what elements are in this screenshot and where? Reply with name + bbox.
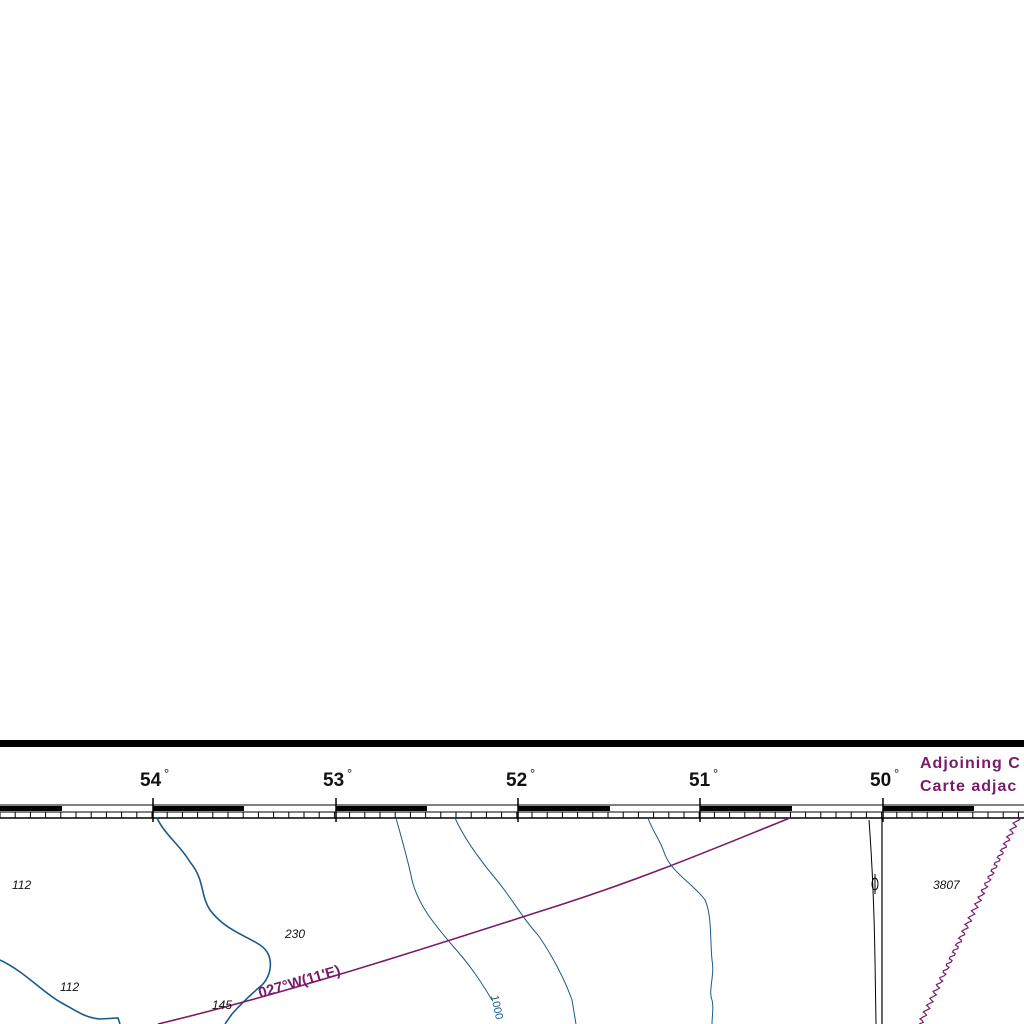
graduated-border: [0, 804, 1024, 819]
contour-3000m: [647, 817, 714, 1024]
contour-1000m: [395, 817, 493, 1001]
adjoining-chart-note-en: Adjoining C: [920, 755, 1021, 772]
buoy-icon: [871, 874, 879, 894]
longitude-label-54: 54: [140, 770, 162, 791]
magnetic-variation-label: 027°W(11'E): [256, 962, 342, 1002]
longitude-label-53: 53: [323, 770, 344, 791]
deep-contours: [395, 817, 714, 1024]
degree-symbol: °: [347, 766, 352, 781]
boundary-line: [868, 819, 877, 1024]
depth-sounding: 145: [212, 998, 232, 1012]
degree-symbol: °: [713, 766, 718, 781]
contour-200m-west: [0, 959, 121, 1024]
maritime-limit-line: [918, 817, 1021, 1024]
longitude-label-52: 52: [506, 770, 527, 791]
longitude-label-51: 51: [689, 770, 711, 791]
depth-sounding: 3807: [933, 878, 961, 892]
depth-sounding: 112: [12, 878, 31, 892]
depth-sounding: 230: [284, 927, 305, 941]
longitude-label-50: 50: [870, 770, 891, 791]
degree-symbol: °: [164, 766, 169, 781]
contour-label-1000: 1000: [488, 994, 505, 1020]
depth-sounding: 112: [60, 980, 79, 994]
contour-200m-east: [156, 817, 272, 1024]
degree-ticks: [152, 798, 884, 822]
contour-2000m: [454, 817, 577, 1024]
outer-neatline: [0, 740, 1024, 747]
degree-symbol: °: [530, 766, 535, 781]
degree-symbol: °: [894, 766, 899, 781]
magnetic-bearing-line: [157, 817, 791, 1024]
adjoining-chart-note-fr: Carte adjac: [920, 778, 1017, 795]
depth-contours: [0, 817, 272, 1024]
